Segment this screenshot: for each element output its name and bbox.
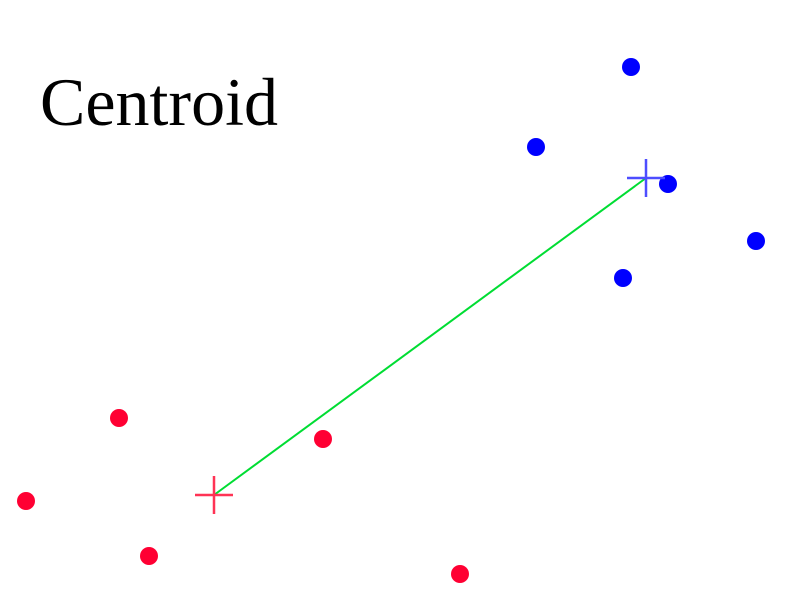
cluster-red-point-5 <box>451 565 469 583</box>
cluster-red-point-1 <box>110 409 128 427</box>
cluster-blue-point-4 <box>747 232 765 250</box>
cluster-blue-point-3 <box>659 175 677 193</box>
cluster-red-point-4 <box>140 547 158 565</box>
cluster-red-centroid-marker <box>195 476 233 514</box>
cluster-points <box>17 58 765 583</box>
cluster-blue-point-1 <box>622 58 640 76</box>
centroid-links <box>213 177 647 496</box>
centroid-markers <box>195 159 665 514</box>
centroid-link-line <box>213 177 647 496</box>
cluster-blue-point-5 <box>614 269 632 287</box>
cluster-blue-point-2 <box>527 138 545 156</box>
cluster-blue-centroid-marker <box>627 159 665 197</box>
cluster-red-point-3 <box>17 492 35 510</box>
diagram-title: Centroid <box>40 64 278 140</box>
cluster-red-point-2 <box>314 430 332 448</box>
